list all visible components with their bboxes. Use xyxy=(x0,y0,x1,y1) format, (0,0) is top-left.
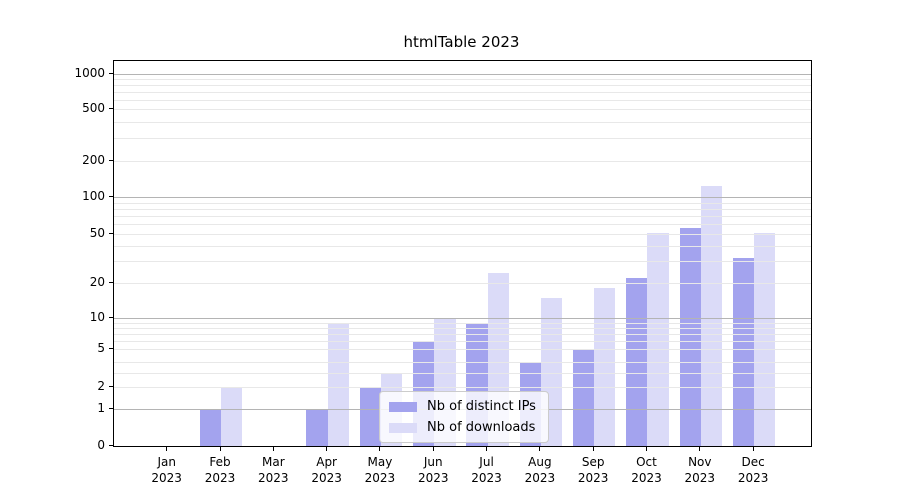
x-tick-label-sep: Sep 2023 xyxy=(577,454,609,485)
x-tick-mark-oct xyxy=(645,446,647,451)
x-tick-label-feb: Feb 2023 xyxy=(204,454,236,485)
y-tick-label-500: 500 xyxy=(82,101,105,115)
legend: Nb of distinct IPs Nb of downloads xyxy=(379,391,549,443)
x-tick-mark-may xyxy=(379,446,381,451)
bar-downloads-apr xyxy=(327,322,349,446)
y-tick-label-50: 50 xyxy=(89,226,105,240)
x-tick-label-oct: Oct 2023 xyxy=(631,454,662,485)
gridline-minor-3 xyxy=(114,372,811,374)
gridline-minor-20 xyxy=(114,283,811,284)
bar-downloads-oct xyxy=(647,232,669,446)
y-tick-label-1000: 1000 xyxy=(74,66,105,80)
x-tick-mark-sep xyxy=(592,446,594,451)
y-tick-mark-500 xyxy=(109,108,113,109)
y-tick-mark-50 xyxy=(109,233,113,234)
y-tick-label-5: 5 xyxy=(97,341,105,355)
y-tick-label-20: 20 xyxy=(89,275,105,289)
y-tick-mark-5 xyxy=(109,348,113,349)
bar-distinct-ips-nov xyxy=(679,227,701,446)
y-tick-mark-200 xyxy=(109,160,113,161)
legend-label-downloads: Nb of downloads xyxy=(427,420,536,435)
gridline-minor-200 xyxy=(114,161,811,162)
bar-downloads-sep xyxy=(594,288,616,446)
gridline-minor-80 xyxy=(114,208,811,210)
y-tick-mark-100 xyxy=(109,196,113,197)
x-tick-label-jul: Jul 2023 xyxy=(471,454,502,485)
y-tick-label-2: 2 xyxy=(97,378,105,393)
gridline-minor-900 xyxy=(114,79,811,81)
y-tick-mark-1 xyxy=(109,408,113,410)
x-tick-mark-jul xyxy=(486,446,488,451)
x-tick-label-aug: Aug 2023 xyxy=(524,454,556,485)
x-tick-label-may: May 2023 xyxy=(364,454,396,485)
legend-label-distinct-ips: Nb of distinct IPs xyxy=(427,399,536,414)
y-tick-mark-0 xyxy=(109,444,113,446)
bar-downloads-dec xyxy=(754,232,776,446)
legend-swatch-distinct-ips xyxy=(389,401,417,412)
x-tick-mark-jun xyxy=(432,446,434,451)
gridline-minor-2 xyxy=(114,386,811,388)
gridline-minor-300 xyxy=(114,137,811,139)
gridline-major-1000 xyxy=(114,74,811,75)
y-tick-mark-20 xyxy=(109,282,113,283)
y-tick-label-10: 10 xyxy=(89,310,105,324)
legend-item-downloads: Nb of downloads xyxy=(389,420,536,435)
x-tick-mark-feb xyxy=(219,446,221,451)
gridline-minor-8 xyxy=(114,327,811,329)
gridline-minor-600 xyxy=(114,99,811,101)
gridline-minor-400 xyxy=(114,121,811,123)
y-tick-label-0: 0 xyxy=(97,437,105,452)
gridline-minor-6 xyxy=(114,340,811,342)
y-tick-label-100: 100 xyxy=(82,189,105,203)
bar-distinct-ips-may xyxy=(359,386,381,446)
bar-distinct-ips-dec xyxy=(732,257,755,446)
gridline-minor-50 xyxy=(114,234,811,235)
bar-distinct-ips-feb xyxy=(199,409,221,446)
gridline-minor-90 xyxy=(114,202,811,204)
y-tick-label-1: 1 xyxy=(97,401,105,416)
y-tick-mark-1000 xyxy=(109,73,113,74)
gridline-major-100 xyxy=(114,197,811,198)
gridline-minor-30 xyxy=(114,261,811,263)
x-tick-label-dec: Dec 2023 xyxy=(737,454,769,485)
gridline-minor-800 xyxy=(114,85,811,87)
gridline-minor-40 xyxy=(114,245,811,247)
gridline-minor-700 xyxy=(114,92,811,93)
x-tick-mark-nov xyxy=(699,446,701,451)
legend-swatch-downloads xyxy=(389,422,417,433)
x-tick-label-jan: Jan 2023 xyxy=(151,454,182,485)
chart-title: htmlTable 2023 xyxy=(403,33,520,51)
x-tick-mark-apr xyxy=(326,446,328,451)
legend-item-distinct-ips: Nb of distinct IPs xyxy=(389,399,536,414)
x-tick-mark-aug xyxy=(539,446,541,451)
y-tick-mark-10 xyxy=(109,317,113,318)
x-tick-label-jun: Jun 2023 xyxy=(417,454,449,485)
y-tick-mark-2 xyxy=(109,385,113,387)
gridline-minor-4 xyxy=(114,362,811,363)
gridline-minor-60 xyxy=(114,224,811,226)
bar-distinct-ips-apr xyxy=(306,409,328,446)
gridline-minor-9 xyxy=(114,322,811,324)
bar-downloads-nov xyxy=(700,185,723,446)
bar-downloads-feb xyxy=(221,386,243,446)
x-tick-mark-dec xyxy=(752,446,754,451)
x-tick-mark-jan xyxy=(166,446,168,451)
x-tick-label-nov: Nov 2023 xyxy=(684,454,716,485)
gridline-minor-7 xyxy=(114,333,811,335)
x-tick-label-apr: Apr 2023 xyxy=(311,454,342,485)
gridline-minor-500 xyxy=(114,109,811,110)
y-tick-label-200: 200 xyxy=(82,153,105,167)
plot-area: Nb of distinct IPs Nb of downloads xyxy=(113,60,812,447)
gridline-minor-5 xyxy=(114,349,811,350)
bar-distinct-ips-sep xyxy=(572,349,595,446)
gridline-minor-70 xyxy=(114,216,811,218)
x-tick-mark-mar xyxy=(272,446,274,451)
gridline-major-10 xyxy=(114,318,811,319)
x-tick-label-mar: Mar 2023 xyxy=(258,454,289,485)
bar-distinct-ips-oct xyxy=(626,277,648,446)
